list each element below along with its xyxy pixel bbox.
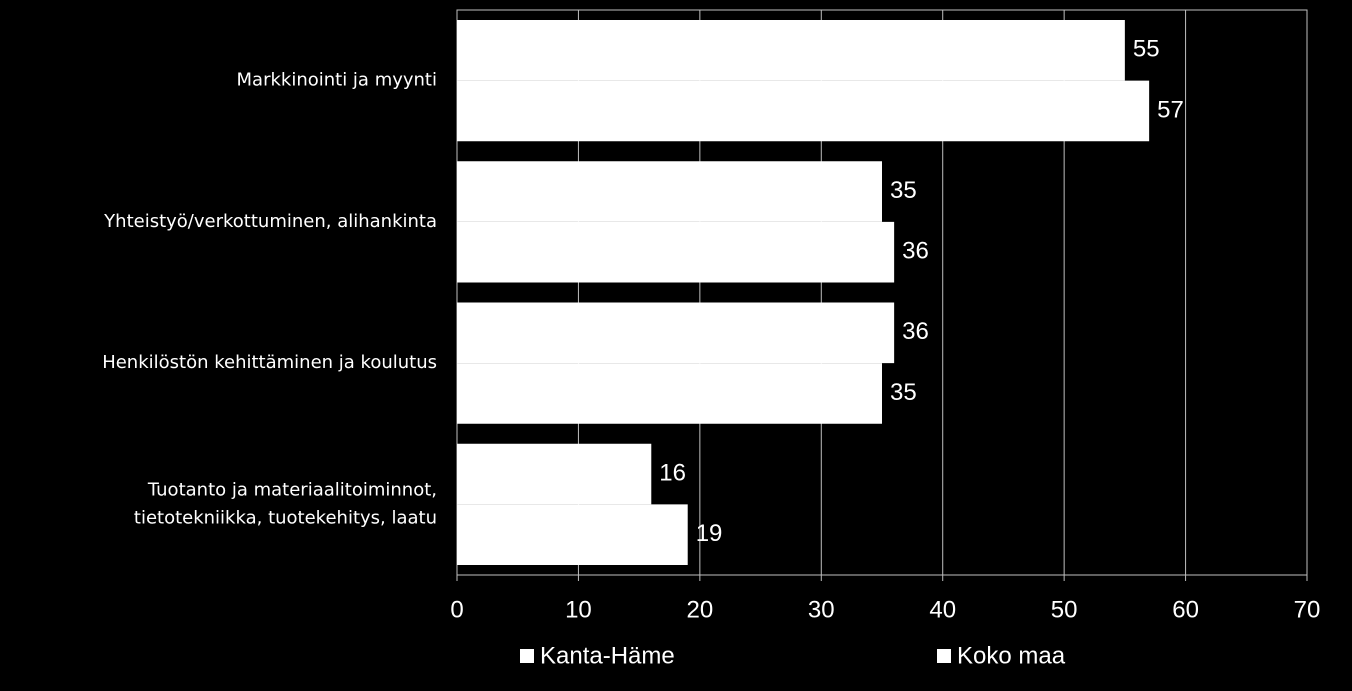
value-label: 35 <box>890 177 917 204</box>
plot-border <box>456 9 1308 576</box>
x-tick-label: 0 <box>450 596 463 623</box>
value-label: 35 <box>890 379 917 406</box>
x-tick-label: 30 <box>808 596 835 623</box>
x-tick-label: 50 <box>1051 596 1078 623</box>
legend-label: Kanta-Häme <box>540 642 675 669</box>
x-tick-label: 10 <box>565 596 592 623</box>
x-tick-label: 20 <box>687 596 714 623</box>
y-tick-label: Markkinointi ja myynti <box>237 70 437 91</box>
bar <box>457 443 652 505</box>
value-label: 57 <box>1157 96 1184 123</box>
legend-label: Koko maa <box>957 642 1066 669</box>
bar <box>457 302 895 364</box>
x-tick-label: 40 <box>929 596 956 623</box>
value-label: 55 <box>1133 36 1160 63</box>
y-tick-label: Tuotanto ja materiaalitoiminnot, tietotek… <box>134 479 437 528</box>
bar <box>457 20 1125 81</box>
value-label: 36 <box>902 238 929 265</box>
bar <box>457 504 688 565</box>
value-label: 36 <box>902 318 929 345</box>
y-tick-label: Henkilöstön kehittäminen ja koulutus <box>102 352 437 373</box>
bar <box>457 363 882 424</box>
bar <box>457 80 1150 142</box>
legend-swatch <box>937 649 951 663</box>
value-label: 19 <box>696 520 723 547</box>
value-label: 16 <box>659 459 686 486</box>
bar <box>457 161 882 222</box>
legend-swatch <box>520 649 534 663</box>
x-tick-label: 70 <box>1294 596 1321 623</box>
y-tick-label: Yhteistyö/verkottuminen, alihankinta <box>103 211 437 232</box>
x-tick-label: 60 <box>1172 596 1199 623</box>
bar <box>457 221 895 283</box>
